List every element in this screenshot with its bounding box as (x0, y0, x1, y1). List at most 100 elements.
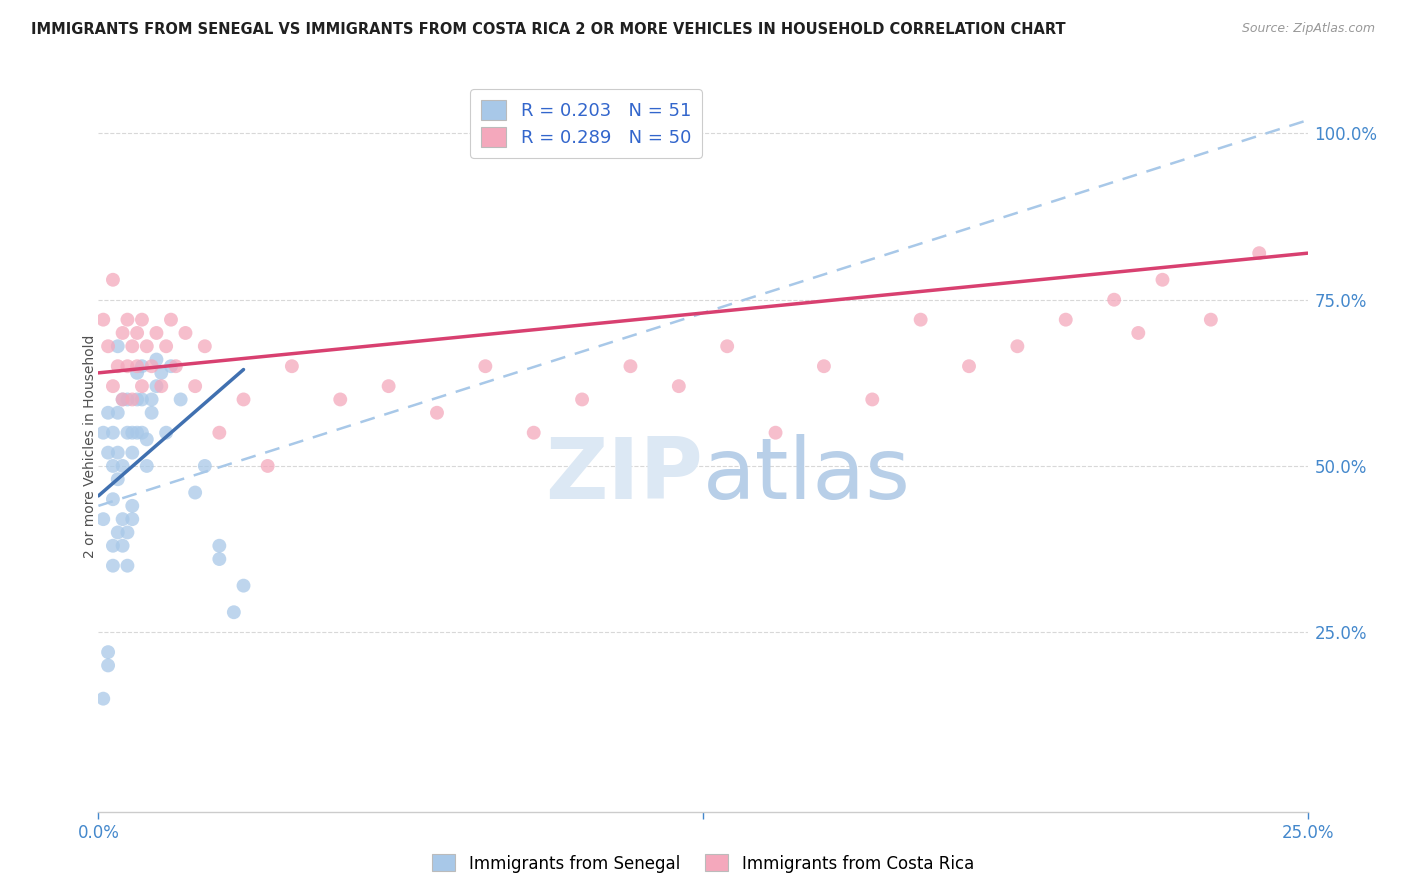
Point (160, 359, 183, 374)
Point (765, 425, 787, 440)
Point (97, 445, 120, 459)
Point (121, 425, 143, 440)
Point (117, 312, 139, 326)
Point (523, 425, 546, 440)
Point (208, 539, 231, 553)
Point (117, 392, 139, 407)
Text: IMMIGRANTS FROM SENEGAL VS IMMIGRANTS FROM COSTA RICA 2 OR MORE VEHICLES IN HOUS: IMMIGRANTS FROM SENEGAL VS IMMIGRANTS FR… (31, 22, 1066, 37)
Point (111, 539, 134, 553)
Point (101, 458, 124, 473)
Point (256, 458, 278, 473)
Point (281, 359, 304, 374)
Point (150, 366, 173, 380)
Point (111, 458, 134, 473)
Point (121, 512, 143, 526)
Point (1054, 312, 1077, 326)
Point (208, 552, 231, 566)
Point (222, 605, 245, 619)
Point (117, 359, 139, 374)
Point (107, 472, 129, 486)
Point (127, 326, 149, 340)
Point (145, 379, 167, 393)
Point (127, 359, 149, 374)
Point (107, 406, 129, 420)
Point (107, 339, 129, 353)
Point (131, 312, 153, 326)
Point (111, 392, 134, 407)
Point (957, 359, 980, 374)
Point (150, 379, 173, 393)
Point (208, 425, 231, 440)
Point (145, 326, 167, 340)
Point (1128, 326, 1150, 340)
Point (910, 312, 932, 326)
Point (145, 352, 167, 367)
Point (131, 425, 153, 440)
Text: ZIP: ZIP (546, 434, 703, 516)
Point (141, 359, 163, 374)
Point (232, 392, 254, 407)
Point (165, 359, 187, 374)
Point (127, 366, 149, 380)
Point (121, 339, 143, 353)
Point (813, 359, 835, 374)
Point (91, 512, 114, 526)
Point (101, 379, 124, 393)
Y-axis label: 2 or more Vehicles in Household: 2 or more Vehicles in Household (83, 334, 97, 558)
Point (135, 433, 157, 447)
Point (121, 499, 143, 513)
Point (107, 525, 129, 540)
Point (97, 645, 120, 659)
Point (131, 392, 153, 407)
Point (121, 445, 143, 459)
Text: Source: ZipAtlas.com: Source: ZipAtlas.com (1241, 22, 1375, 36)
Point (155, 339, 177, 353)
Point (131, 379, 153, 393)
Point (101, 539, 124, 553)
Point (135, 339, 157, 353)
Point (101, 558, 124, 573)
Point (194, 339, 217, 353)
Point (860, 392, 883, 407)
Point (1249, 246, 1271, 260)
Legend: Immigrants from Senegal, Immigrants from Costa Rica: Immigrants from Senegal, Immigrants from… (426, 847, 980, 880)
Point (571, 392, 593, 407)
Point (127, 425, 149, 440)
Point (121, 392, 143, 407)
Point (184, 379, 207, 393)
Point (426, 406, 449, 420)
Point (474, 359, 496, 374)
Point (160, 312, 183, 326)
Point (111, 392, 134, 407)
Point (169, 392, 191, 407)
Point (174, 326, 197, 340)
Point (97, 406, 120, 420)
Point (1007, 339, 1029, 353)
Point (97, 658, 120, 673)
Point (619, 359, 641, 374)
Point (131, 359, 153, 374)
Point (101, 425, 124, 440)
Point (135, 458, 157, 473)
Point (716, 339, 738, 353)
Point (127, 392, 149, 407)
Point (668, 379, 690, 393)
Point (155, 425, 177, 440)
Point (232, 579, 254, 593)
Point (117, 525, 139, 540)
Point (377, 379, 399, 393)
Point (107, 359, 129, 374)
Point (101, 273, 124, 287)
Point (194, 458, 217, 473)
Point (91, 312, 114, 326)
Point (1102, 293, 1125, 307)
Point (107, 445, 129, 459)
Text: atlas: atlas (703, 434, 911, 516)
Point (97, 339, 120, 353)
Point (111, 326, 134, 340)
Point (91, 425, 114, 440)
Point (117, 558, 139, 573)
Point (141, 392, 163, 407)
Point (111, 512, 134, 526)
Point (91, 691, 114, 706)
